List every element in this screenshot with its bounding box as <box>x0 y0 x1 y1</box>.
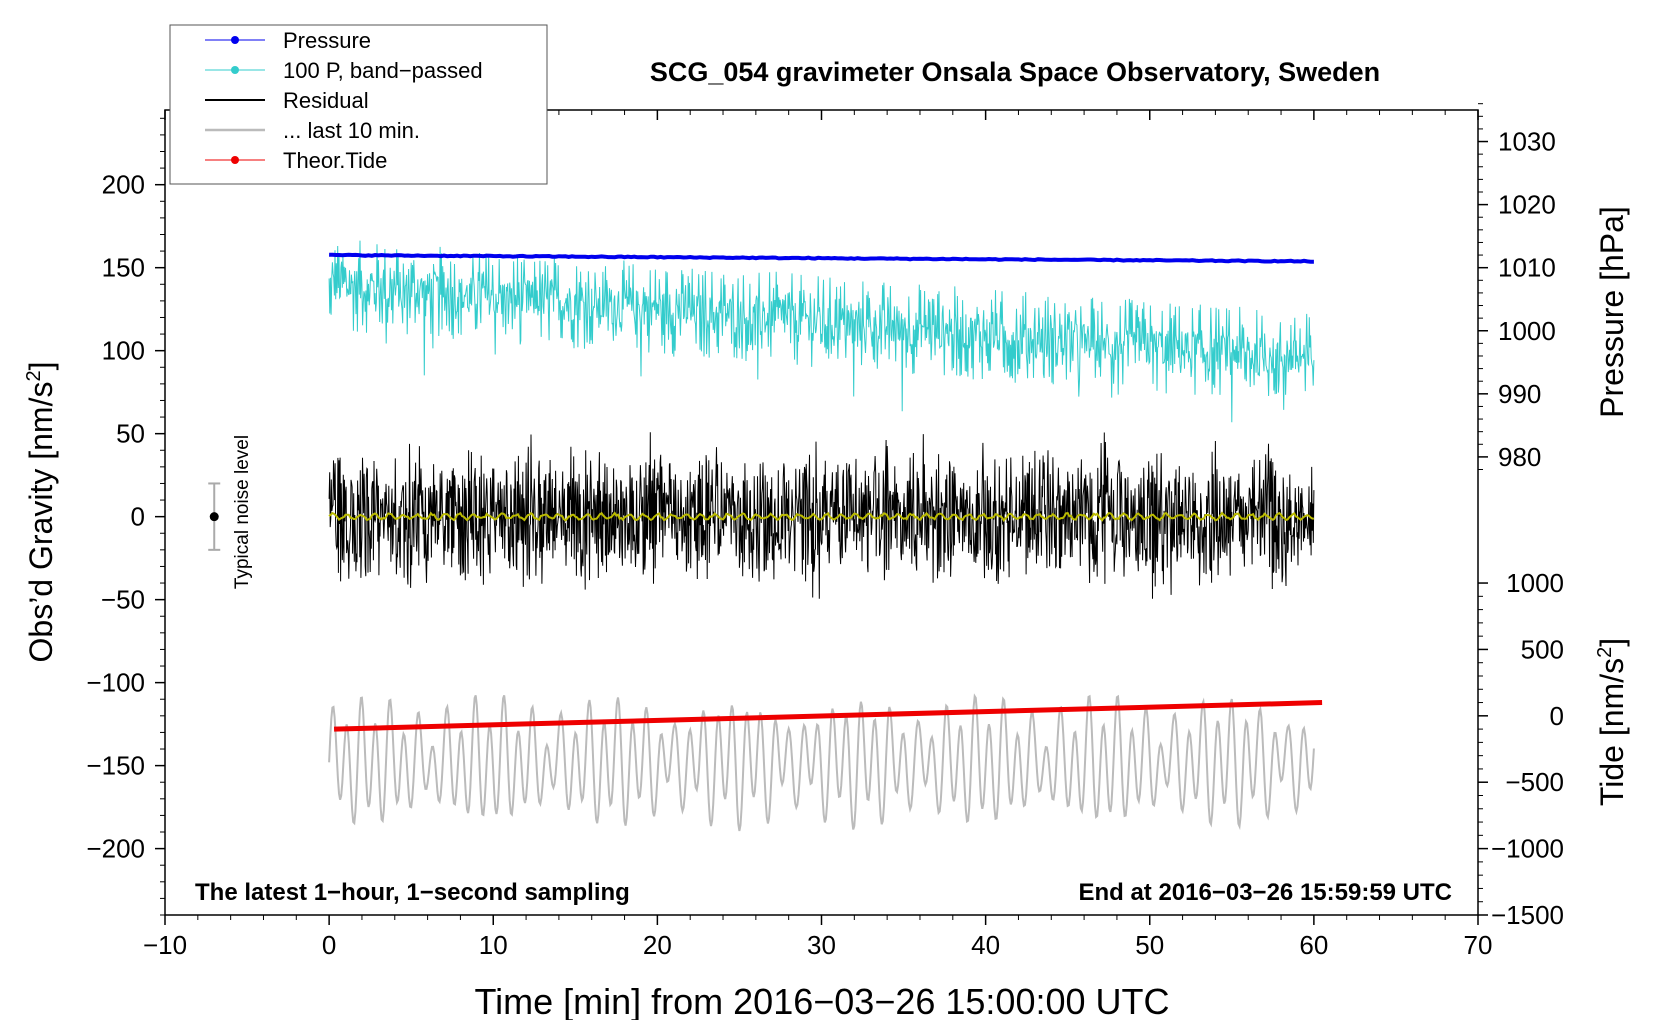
legend-item-theor-tide: Theor.Tide <box>283 148 387 173</box>
tide-tick-label: 500 <box>1521 634 1564 664</box>
x-tick-label: 10 <box>479 930 508 960</box>
y-axis-label-tide-sup: 2 <box>1594 647 1616 658</box>
series-last-10-min <box>328 693 1315 832</box>
series-residual-smoothed <box>328 511 1314 522</box>
y-tick-label: −150 <box>86 751 145 781</box>
tide-tick-label: −1500 <box>1491 900 1564 930</box>
x-tick-label: 0 <box>322 930 336 960</box>
x-tick-label: 60 <box>1299 930 1328 960</box>
y-axis-label-tide: Tide [nm/s2] <box>1594 638 1630 806</box>
x-tick-label: 50 <box>1135 930 1164 960</box>
y-tick-label: 150 <box>102 253 145 283</box>
annotation-latest-hour: The latest 1−hour, 1−second sampling <box>195 879 630 906</box>
x-tick-label: −10 <box>143 930 187 960</box>
pressure-tick-label: 1000 <box>1498 316 1556 346</box>
legend-item-pressure-marker <box>231 36 239 44</box>
y-axis-label-left-end: ] <box>23 362 59 371</box>
tide-tick-label: 1000 <box>1506 568 1564 598</box>
annotation-end-time: End at 2016−03−26 15:59:59 UTC <box>1078 879 1452 906</box>
series-bandpass <box>328 240 1315 423</box>
y-tick-label: 0 <box>131 502 145 532</box>
tide-tick-label: −500 <box>1505 767 1564 797</box>
tide-tick-label: −1000 <box>1491 834 1564 864</box>
legend: Pressure 100 P, band−passed Residual ... la… <box>169 24 548 185</box>
pressure-tick-label: 1020 <box>1498 190 1556 220</box>
pressure-tick-label: 980 <box>1498 442 1541 472</box>
y-axis-label-pressure: Pressure [hPa] <box>1594 206 1630 418</box>
legend-item-last-10-min: ... last 10 min. <box>283 118 420 143</box>
y-axis-label-left: Obs’d Gravity [nm/s2] <box>23 362 59 663</box>
y-tick-label: −200 <box>86 834 145 864</box>
y-tick-label: −100 <box>86 668 145 698</box>
noise-level-label: Typical noise level <box>232 435 253 589</box>
x-tick-label: 40 <box>971 930 1000 960</box>
x-tick-label: 30 <box>807 930 836 960</box>
series-layer <box>208 240 1323 832</box>
series-residual <box>328 432 1315 599</box>
y-tick-label: −50 <box>101 585 145 615</box>
x-axis-label: Time [min] from 2016−03−26 15:00:00 UTC <box>474 981 1169 1020</box>
chart-title: SCG_054 gravimeter Onsala Space Observat… <box>650 57 1380 87</box>
y-axis-label-left-base: Obs’d Gravity [nm/s <box>23 382 59 663</box>
series-theor-tide <box>333 700 1323 732</box>
pressure-tick-label: 990 <box>1498 379 1541 409</box>
legend-item-residual: Residual <box>283 88 369 113</box>
series-pressure <box>329 252 1314 264</box>
legend-item-pressure: Pressure <box>283 28 371 53</box>
x-tick-label: 70 <box>1464 930 1493 960</box>
y-axis-label-left-sup: 2 <box>23 370 45 381</box>
y-axis-label-tide-base: Tide [nm/s <box>1594 658 1630 806</box>
noise-bar-center <box>209 512 219 522</box>
axes-layer: −10 0 10 20 30 40 50 60 70200150100500−50−100−15… <box>86 103 1564 960</box>
tide-tick-label: 0 <box>1550 701 1564 731</box>
y-tick-label: 50 <box>116 419 145 449</box>
legend-item-bandpass-marker <box>231 66 239 74</box>
pressure-tick-label: 1010 <box>1498 253 1556 283</box>
legend-item-theor-tide-marker <box>231 156 239 164</box>
y-tick-label: 100 <box>102 336 145 366</box>
legend-item-bandpass: 100 P, band−passed <box>283 58 483 83</box>
y-axis-label-tide-end: ] <box>1594 638 1630 647</box>
y-tick-label: 200 <box>102 170 145 200</box>
pressure-tick-label: 1030 <box>1498 127 1556 157</box>
x-tick-label: 20 <box>643 930 672 960</box>
